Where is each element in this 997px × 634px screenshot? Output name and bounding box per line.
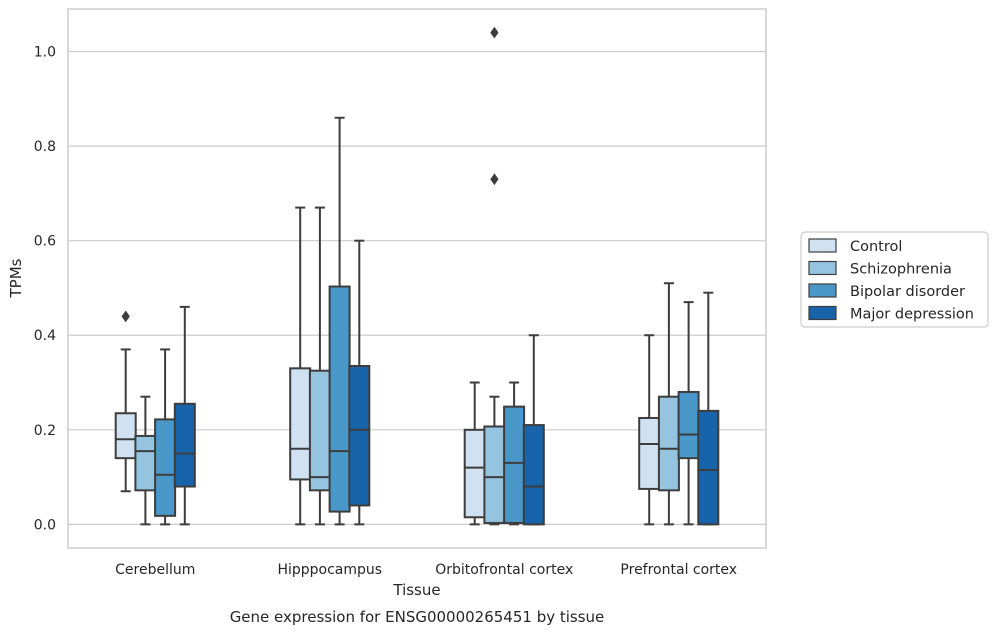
- box-iqr: [697, 409, 720, 526]
- box-bipolar-disorder: [154, 348, 177, 526]
- box-major-depression: [348, 239, 371, 526]
- box-schizophrenia: [308, 206, 331, 526]
- box-iqr: [173, 402, 196, 488]
- legend-label: Control: [850, 239, 902, 255]
- legend-swatch: [808, 305, 837, 321]
- box-control: [638, 334, 661, 526]
- box-bipolar-disorder: [328, 116, 351, 526]
- x-tick-label: Cerebellum: [115, 562, 195, 578]
- box-iqr: [308, 369, 331, 492]
- figure-caption: Gene expression for ENSG00000265451 by t…: [230, 608, 605, 626]
- box-iqr: [483, 425, 506, 524]
- box-iqr: [677, 390, 700, 460]
- y-tick-label: 0.8: [34, 139, 56, 155]
- box-schizophrenia: [134, 395, 157, 526]
- legend: Control Schizophrenia Bipolar disorder Majo…: [800, 231, 989, 328]
- box-iqr: [154, 418, 177, 517]
- legend-swatch: [808, 260, 837, 276]
- y-tick-label: 0.2: [34, 423, 56, 439]
- legend-swatch: [808, 283, 837, 298]
- y-tick-label: 0.4: [34, 328, 56, 344]
- legend-swatch: [808, 238, 837, 253]
- box-bipolar-disorder: [503, 381, 526, 526]
- y-tick-label: 0.6: [34, 234, 56, 250]
- y-axis-title: TPMs: [7, 258, 25, 298]
- axes: 0.0 0.2 0.4 0.6 0.8 1.0 Cerebellum Hipppocampus…: [34, 8, 767, 578]
- box-control: [463, 381, 486, 526]
- outlier-point: [490, 26, 499, 39]
- box-iqr: [134, 434, 157, 492]
- box-iqr: [638, 416, 661, 490]
- legend-box: [800, 231, 989, 328]
- outlier-point: [121, 310, 130, 323]
- box-schizophrenia: [483, 26, 506, 526]
- box-iqr: [289, 367, 312, 481]
- x-axis-title: Tissue: [392, 581, 440, 599]
- box-iqr: [348, 364, 371, 507]
- x-tick-label: Orbitofrontal cortex: [435, 562, 573, 578]
- box-major-depression: [522, 334, 545, 526]
- box-major-depression: [173, 305, 196, 526]
- x-tick-label: Hipppocampus: [277, 562, 382, 578]
- box-iqr: [328, 285, 351, 513]
- box-iqr: [657, 395, 680, 492]
- box-control: [289, 206, 312, 526]
- box-iqr: [463, 428, 486, 519]
- box-iqr: [503, 405, 526, 524]
- y-tick-label: 1.0: [34, 45, 56, 61]
- x-tick-label: Prefrontal cortex: [620, 562, 737, 578]
- box-iqr: [114, 412, 137, 460]
- legend-label: Schizophrenia: [850, 262, 952, 278]
- legend-label: Major depression: [850, 307, 974, 323]
- box-iqr: [522, 424, 545, 526]
- plot-frame: [67, 8, 767, 549]
- box-schizophrenia: [657, 282, 680, 526]
- box-major-depression: [697, 291, 720, 526]
- y-tick-label: 0.0: [34, 517, 56, 533]
- legend-label: Bipolar disorder: [850, 284, 965, 300]
- plot-area: [114, 26, 720, 526]
- box-control: [114, 310, 137, 493]
- outlier-point: [490, 173, 499, 186]
